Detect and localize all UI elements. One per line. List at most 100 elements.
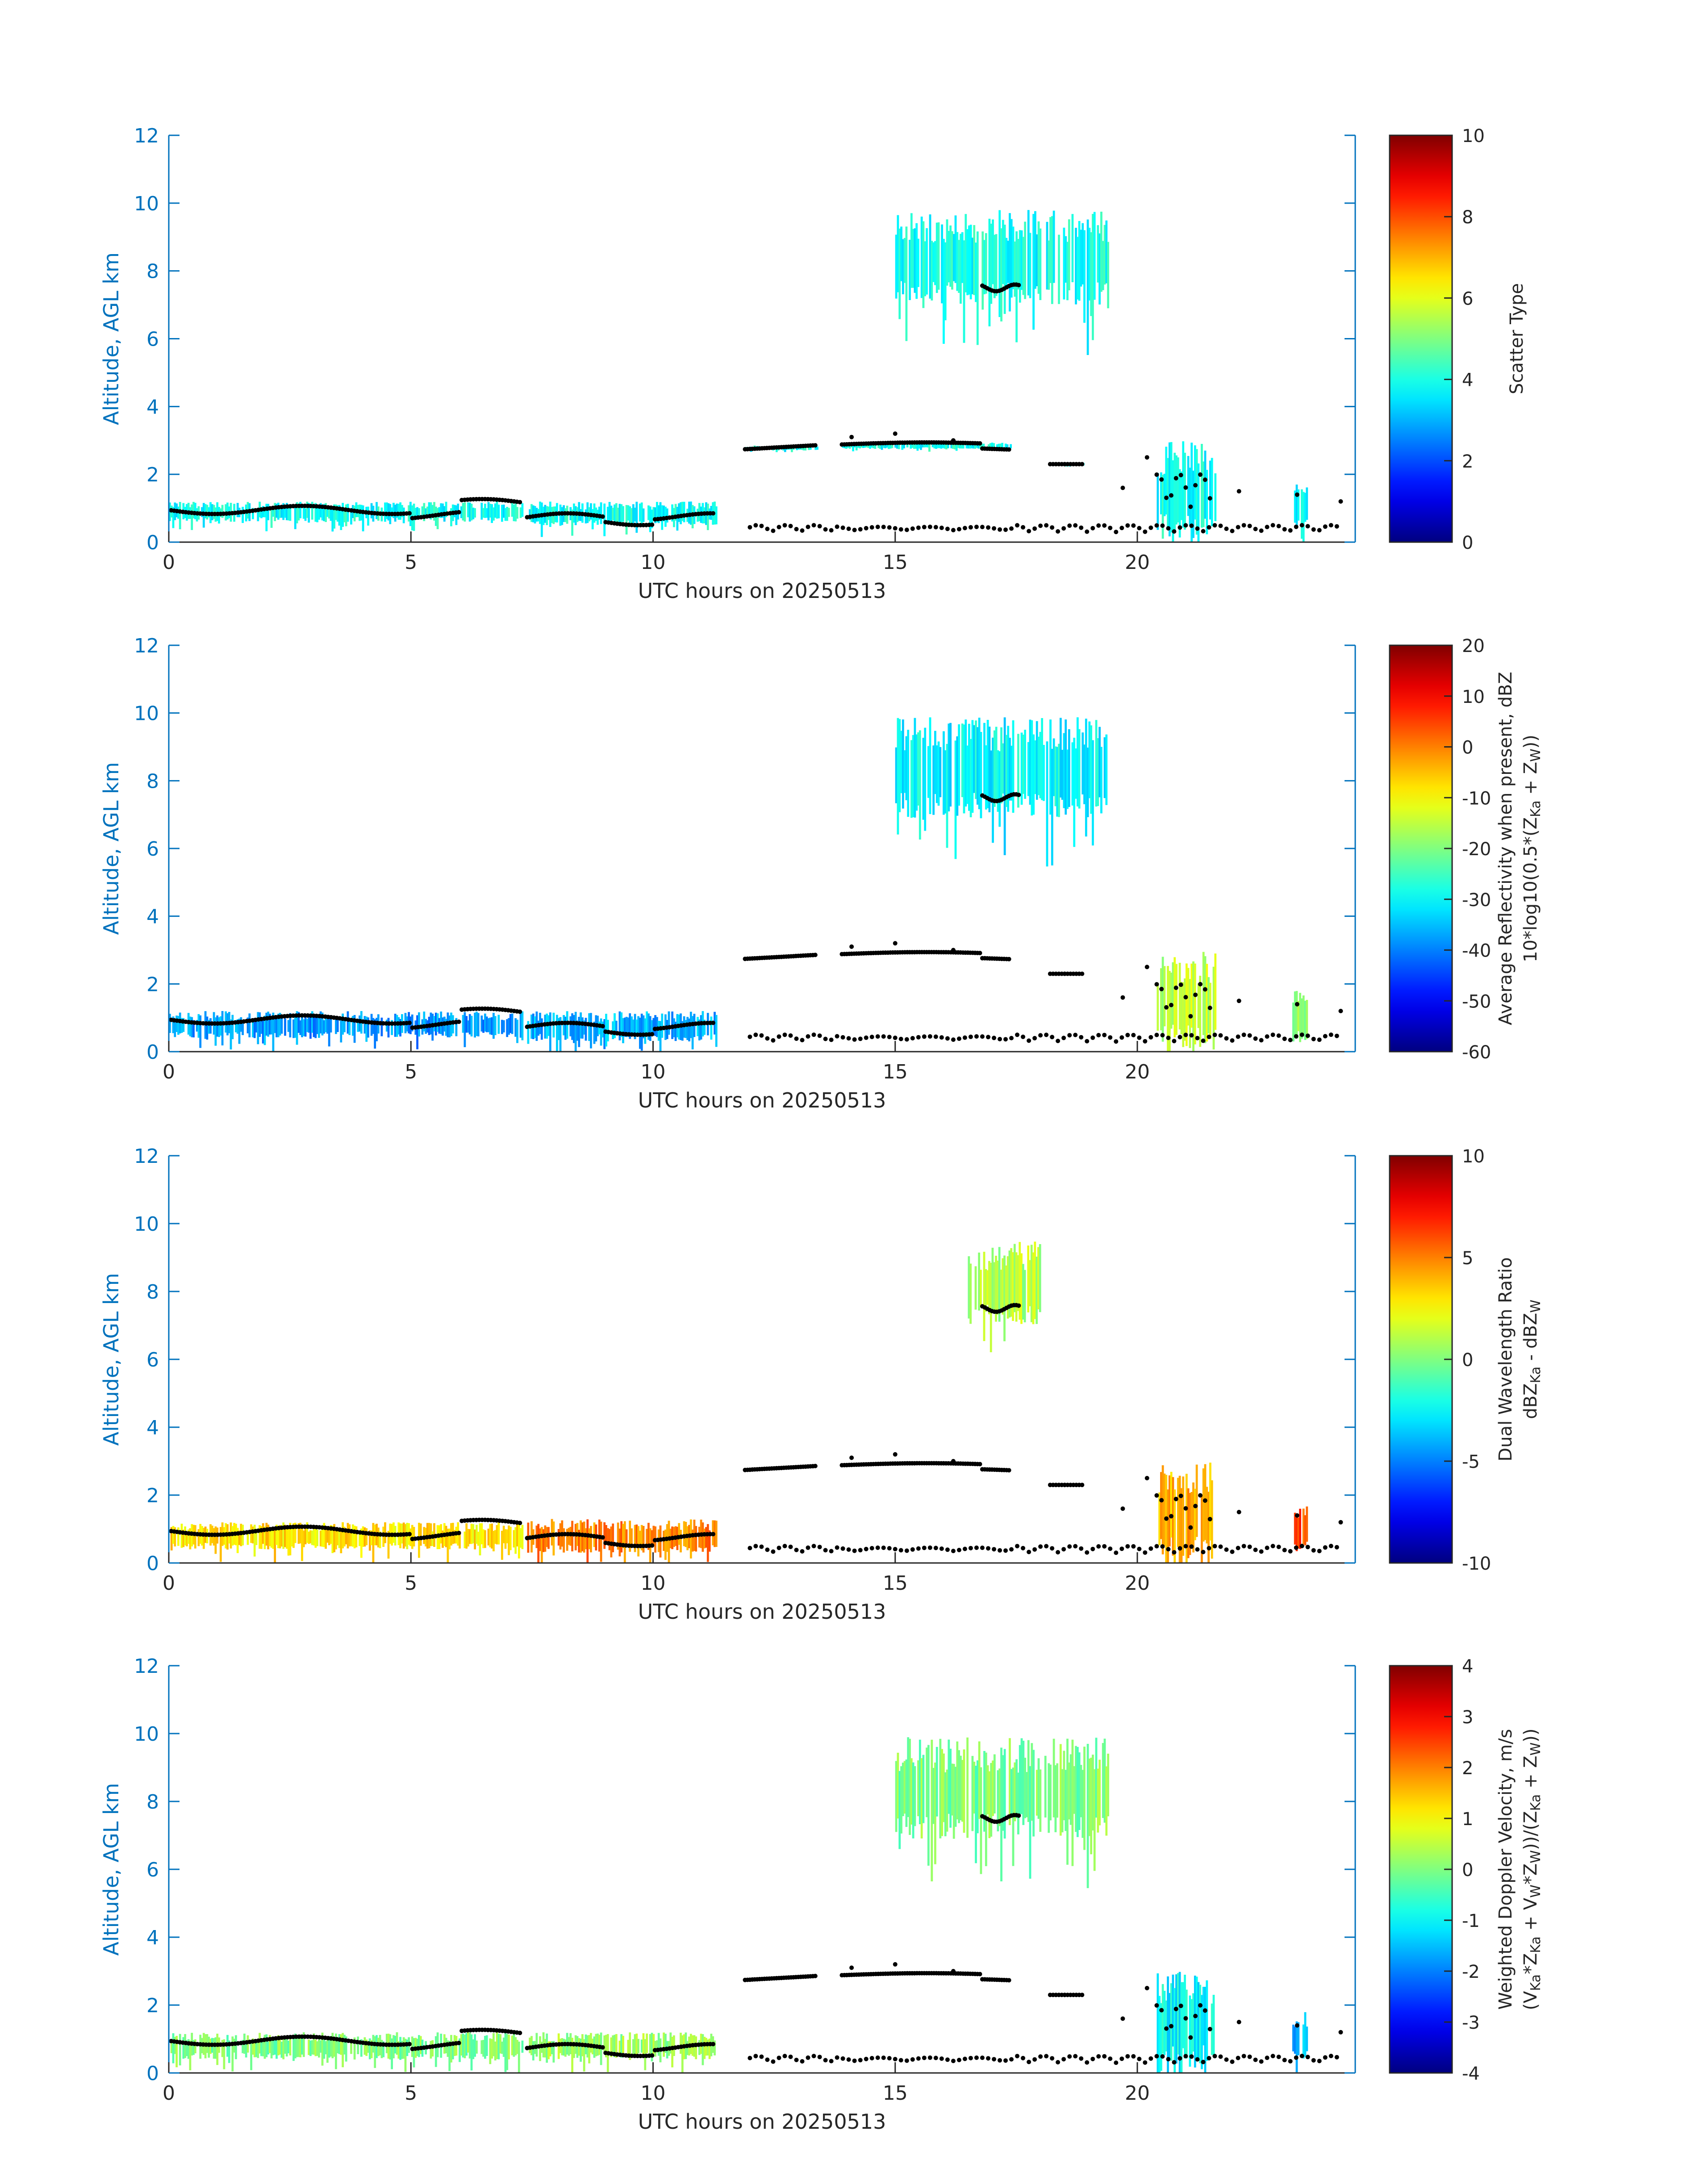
cloud-column — [552, 1521, 555, 1556]
cloud-column — [990, 223, 993, 304]
trace-point — [765, 1547, 770, 1552]
cloud-column — [1180, 471, 1183, 520]
cloud-column — [976, 727, 979, 805]
trace-point — [1027, 2060, 1031, 2064]
trace-point — [1160, 2054, 1165, 2059]
trace-point — [927, 1034, 932, 1039]
cloud-column — [313, 1014, 315, 1037]
cloud-column — [285, 503, 288, 520]
trace-point — [1299, 2054, 1304, 2058]
cloud-column — [946, 744, 948, 848]
cloud-column — [1189, 1995, 1191, 2067]
cloud-column — [182, 2037, 185, 2059]
cloud-column — [326, 507, 329, 517]
x-axis-label: UTC hours on 20250513 — [638, 1088, 886, 1112]
cloud-column — [540, 1018, 543, 1040]
cloud-column — [617, 507, 619, 525]
cloud-column — [615, 2034, 618, 2058]
cloud-column — [393, 2035, 395, 2059]
trace-point — [986, 2056, 990, 2061]
trace-point — [806, 2055, 810, 2060]
cloud-column — [236, 1019, 239, 1034]
cloud-column — [263, 2035, 266, 2059]
cloud-column — [583, 1521, 585, 1553]
cloud-column — [1172, 1974, 1174, 2047]
colorbar-tick-label: 10 — [1462, 126, 1485, 146]
cloud-column — [668, 1521, 670, 1563]
cloud-column — [465, 2033, 468, 2056]
cloud-column — [1093, 212, 1096, 300]
trace-point — [1247, 523, 1252, 528]
cloud-column — [389, 2034, 392, 2060]
trace-point — [869, 2056, 874, 2060]
cloud-column — [174, 1019, 176, 1037]
trace-point — [974, 1034, 979, 1039]
cloud-column — [509, 1526, 512, 1550]
cloud-column — [397, 2041, 400, 2059]
cloud-column — [423, 503, 426, 521]
cloud-column — [464, 502, 466, 522]
cloud-column — [413, 2038, 415, 2068]
cloud-column — [311, 501, 313, 520]
cloud-column — [1299, 993, 1301, 1042]
cloud-column — [348, 1524, 351, 1546]
cloud-column — [272, 1526, 275, 1549]
trace-point — [992, 1547, 996, 1552]
trace-point — [1073, 523, 1078, 528]
cloud-column — [367, 2041, 369, 2053]
trace-point — [748, 1034, 752, 1039]
trace-point — [1288, 528, 1293, 533]
cloud-column — [414, 508, 417, 520]
cloud-column — [511, 502, 514, 517]
cloud-column — [279, 1525, 281, 1549]
cloud-column — [1184, 978, 1186, 1041]
cloud-column — [978, 718, 981, 810]
cloud-column — [423, 1011, 426, 1032]
trace-point — [806, 524, 810, 529]
trace-point — [1198, 2003, 1203, 2008]
cloud-column — [289, 2036, 292, 2056]
cloud-column — [1163, 473, 1166, 516]
cloud-column — [1000, 727, 1002, 803]
cloud-column — [976, 231, 979, 345]
cloud-column — [448, 2041, 451, 2071]
x-tick-label: 5 — [405, 551, 417, 574]
cloud-column — [635, 1524, 638, 1546]
cloud-column — [970, 443, 973, 448]
cloud-column — [622, 1524, 624, 1548]
cloud-column — [1175, 1974, 1178, 2064]
cloud-column — [917, 732, 919, 806]
cloud-column — [966, 229, 969, 296]
cloud-column — [537, 1524, 540, 1563]
cloud-column — [491, 1017, 493, 1035]
cloud-column — [419, 2036, 422, 2054]
cloud-column — [189, 1016, 192, 1036]
trace-point — [1067, 2054, 1072, 2059]
trace-point — [977, 441, 982, 446]
cloud-column — [944, 242, 947, 321]
cloud-column — [242, 506, 244, 523]
cloud-column — [912, 1762, 915, 1839]
trace-point — [1183, 995, 1188, 999]
trace-point — [1178, 2056, 1182, 2061]
cloud-column — [206, 1016, 209, 1040]
cloud-column — [666, 508, 668, 523]
cloud-column — [482, 2040, 484, 2057]
cloud-column — [340, 1020, 342, 1043]
trace-point — [1230, 1549, 1235, 1554]
cloud-column — [935, 222, 938, 293]
trace-point — [1021, 1546, 1025, 1550]
cloud-column — [1160, 472, 1162, 514]
cloud-column — [323, 1523, 326, 1547]
cloud-column — [1189, 979, 1191, 1048]
trace-point — [759, 1544, 764, 1549]
cloud-column — [1177, 457, 1179, 522]
cloud-column — [1190, 963, 1193, 1028]
cloud-column — [920, 443, 922, 450]
cloud-column — [639, 503, 641, 522]
trace-point — [992, 526, 996, 531]
cloud-column — [1019, 1242, 1021, 1320]
cloud-column — [879, 444, 881, 449]
y-tick-label: 8 — [146, 1791, 159, 1813]
trace-point — [1061, 2057, 1066, 2062]
